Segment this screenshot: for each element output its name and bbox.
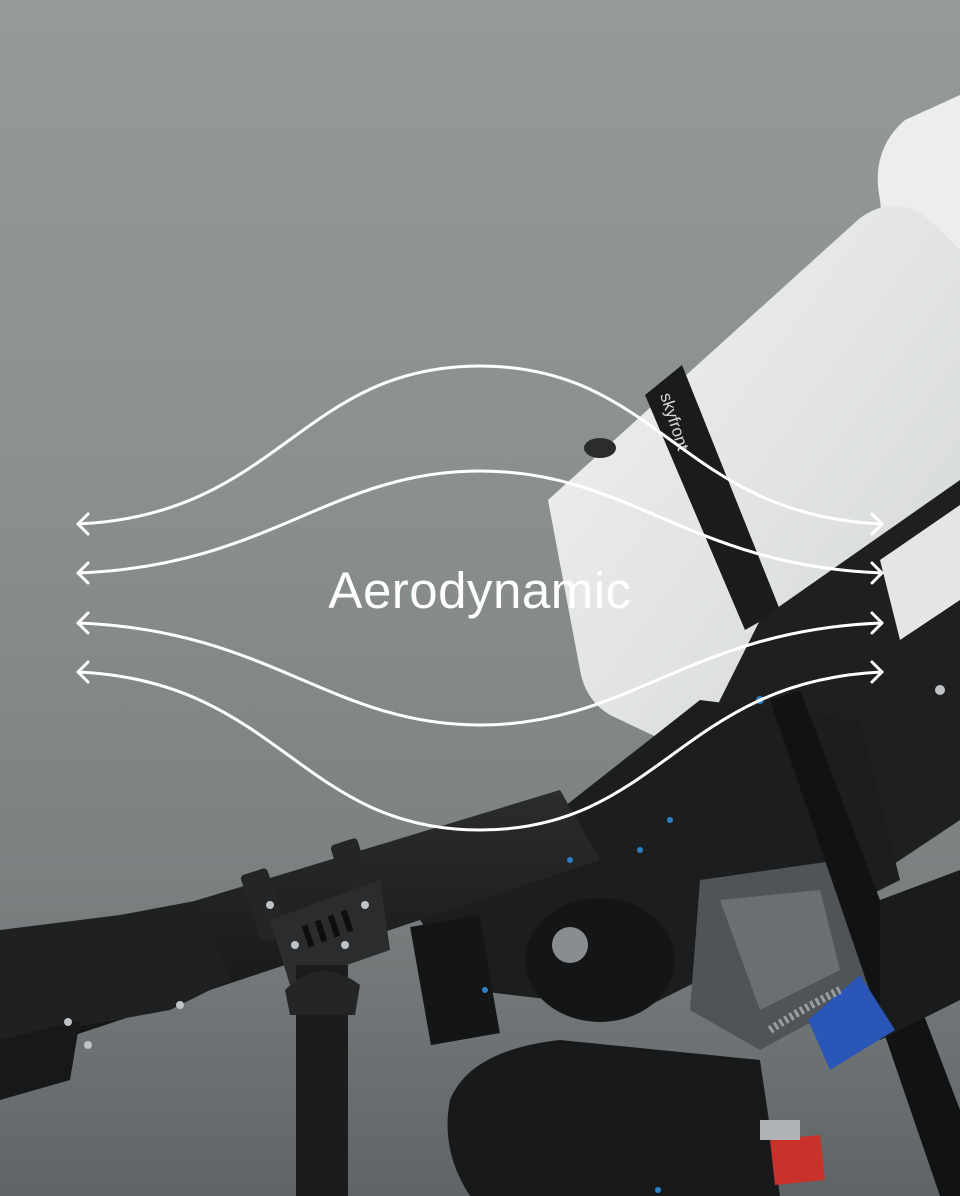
motor-mount	[0, 900, 230, 1050]
double-headed-arrow-icon	[76, 512, 884, 536]
airflow-line-2	[76, 469, 884, 585]
exhaust-pipe	[447, 1040, 780, 1196]
double-headed-arrow-icon	[76, 611, 884, 635]
double-headed-arrow-icon	[76, 561, 884, 585]
tank-strap	[645, 365, 780, 630]
blue-clamp	[808, 975, 895, 1070]
support-rod	[770, 690, 960, 1196]
airflow-line-1	[76, 364, 884, 536]
headline-title: Aerodynamic	[328, 562, 632, 619]
airflow-line-4	[76, 660, 884, 832]
double-headed-arrow-icon	[76, 660, 884, 684]
airflow-line-3	[76, 611, 884, 727]
red-fitting	[770, 1135, 825, 1185]
